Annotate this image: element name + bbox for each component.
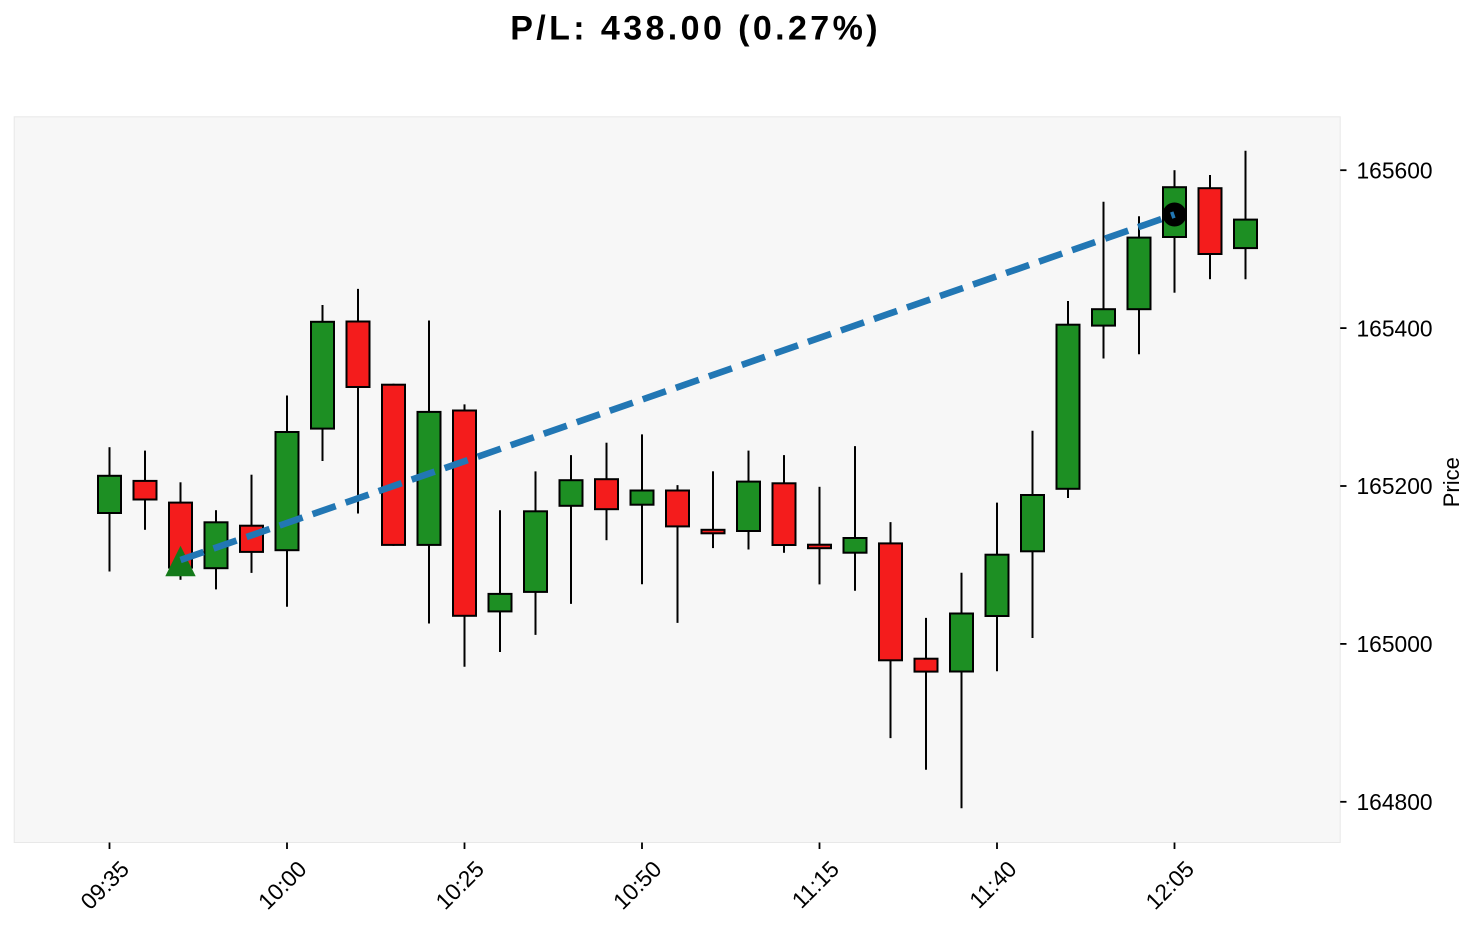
svg-text:P/L: 438.00 (0.27%): P/L: 438.00 (0.27%)	[510, 10, 881, 48]
svg-text:165400: 165400	[1357, 315, 1433, 341]
svg-text:165200: 165200	[1357, 473, 1433, 499]
svg-text:165600: 165600	[1357, 157, 1433, 183]
svg-text:164800: 164800	[1357, 789, 1433, 815]
svg-text:Price: Price	[1439, 457, 1464, 507]
svg-text:165000: 165000	[1357, 631, 1433, 657]
